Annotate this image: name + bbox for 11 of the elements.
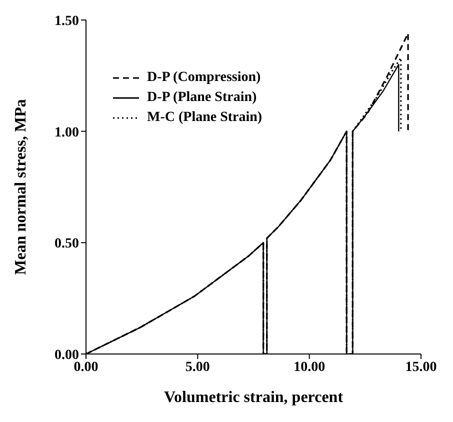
y-tick-label: 1.00 <box>54 125 79 140</box>
y-tick-label: 1.50 <box>54 14 79 29</box>
legend-label: M-C (Plane Strain) <box>147 110 262 126</box>
y-tick-label: 0.50 <box>54 236 79 252</box>
y-axis-title: Mean normal stress, MPa <box>12 99 30 275</box>
x-axis-title: Volumetric strain, percent <box>164 389 344 406</box>
legend-label: D-P (Plane Strain) <box>147 90 257 106</box>
legend-label: D-P (Compression) <box>147 70 261 86</box>
x-tick-label: 5.00 <box>185 360 210 375</box>
x-tick-label: 15.00 <box>405 360 437 375</box>
x-tick-label: 10.00 <box>294 360 326 375</box>
